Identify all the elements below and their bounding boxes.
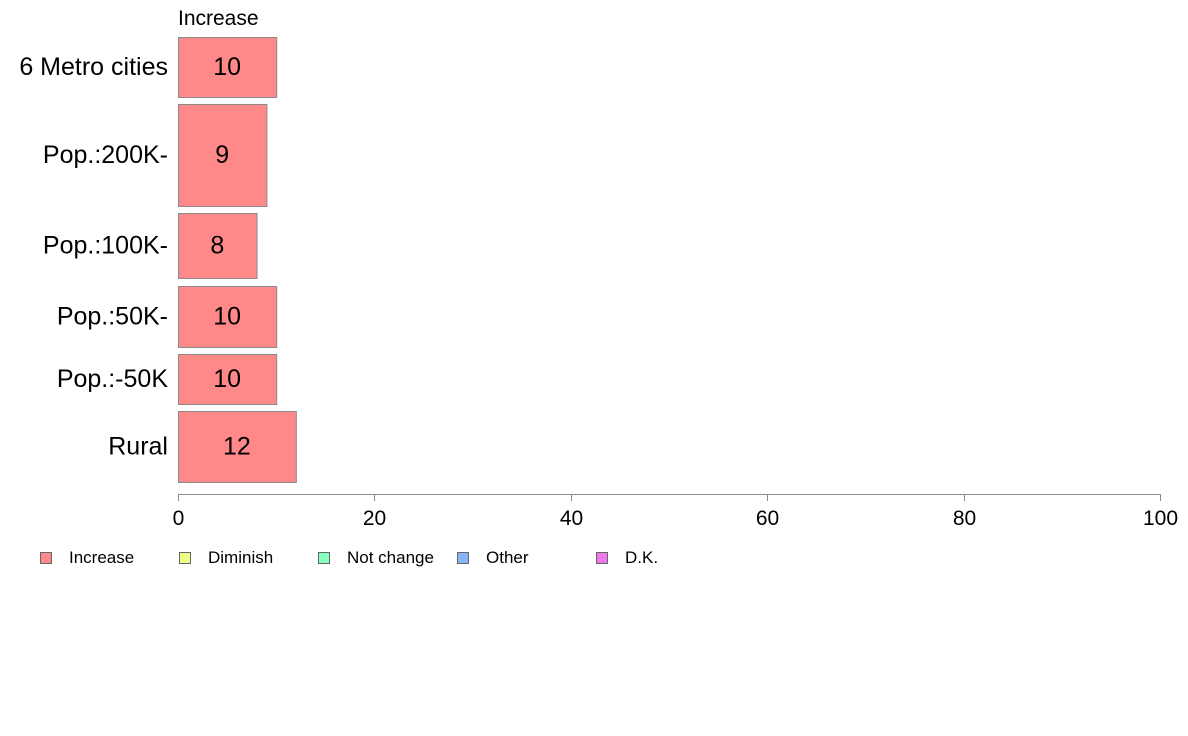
- series-heading: Increase: [178, 7, 259, 30]
- data-label-6-metro-cities: 10: [213, 53, 241, 81]
- bar-pop-200k: [178, 104, 268, 207]
- data-label-pop-100k: 8: [210, 232, 224, 260]
- category-label-pop-50k: Pop.:-50K: [57, 365, 169, 393]
- legend-item-increase: Increase: [40, 548, 134, 568]
- legend-item-diminish: Diminish: [179, 548, 273, 568]
- legend-label-increase: Increase: [69, 548, 135, 567]
- category-label-pop-200k: Pop.:200K-: [43, 141, 168, 169]
- category-label-rural: Rural: [108, 433, 168, 461]
- legend-label-diminish: Diminish: [208, 548, 274, 567]
- data-label-pop-200k: 9: [215, 141, 229, 169]
- data-label-pop-50k: 10: [213, 365, 241, 393]
- x-tick-label-3: 60: [756, 507, 779, 530]
- category-label-6-metro-cities: 6 Metro cities: [19, 53, 168, 81]
- data-label-rural: 12: [223, 433, 251, 461]
- legend-swatch-increase: [40, 552, 52, 564]
- bar-pop-50k: [178, 354, 278, 405]
- legend-label-dk: D.K.: [625, 548, 659, 567]
- x-tick-label-4: 80: [953, 507, 976, 530]
- bar-pop-50k: [178, 286, 278, 348]
- legend-item-not-change: Not change: [318, 548, 434, 568]
- data-label-pop-50k: 10: [213, 303, 241, 331]
- legend-swatch-diminish: [179, 552, 191, 564]
- category-label-pop-50k: Pop.:50K-: [57, 303, 168, 331]
- x-axis: 0 20 40 60 80 100: [173, 494, 1178, 530]
- legend-label-other: Other: [486, 548, 529, 567]
- legend-label-not-change: Not change: [347, 548, 434, 567]
- x-tick-label-1: 20: [363, 507, 386, 530]
- legend-item-other: Other: [457, 548, 529, 568]
- x-tick-label-0: 0: [173, 507, 185, 530]
- bar-rural: [178, 411, 297, 483]
- bar-6-metro-cities: [178, 37, 278, 98]
- bar-pop-100k: [178, 213, 258, 279]
- legend-swatch-dk: [596, 552, 608, 564]
- category-label-pop-100k: Pop.:100K-: [43, 232, 168, 260]
- legend-swatch-not-change: [318, 552, 330, 564]
- legend-swatch-other: [457, 552, 469, 564]
- x-tick-label-2: 40: [560, 507, 583, 530]
- legend-item-dk: D.K.: [596, 548, 658, 568]
- x-tick-label-5: 100: [1143, 507, 1178, 530]
- bars-layer: 6 Metro cities 10 Pop.:200K- 9 Pop.:100K- 8 Po…: [19, 37, 297, 483]
